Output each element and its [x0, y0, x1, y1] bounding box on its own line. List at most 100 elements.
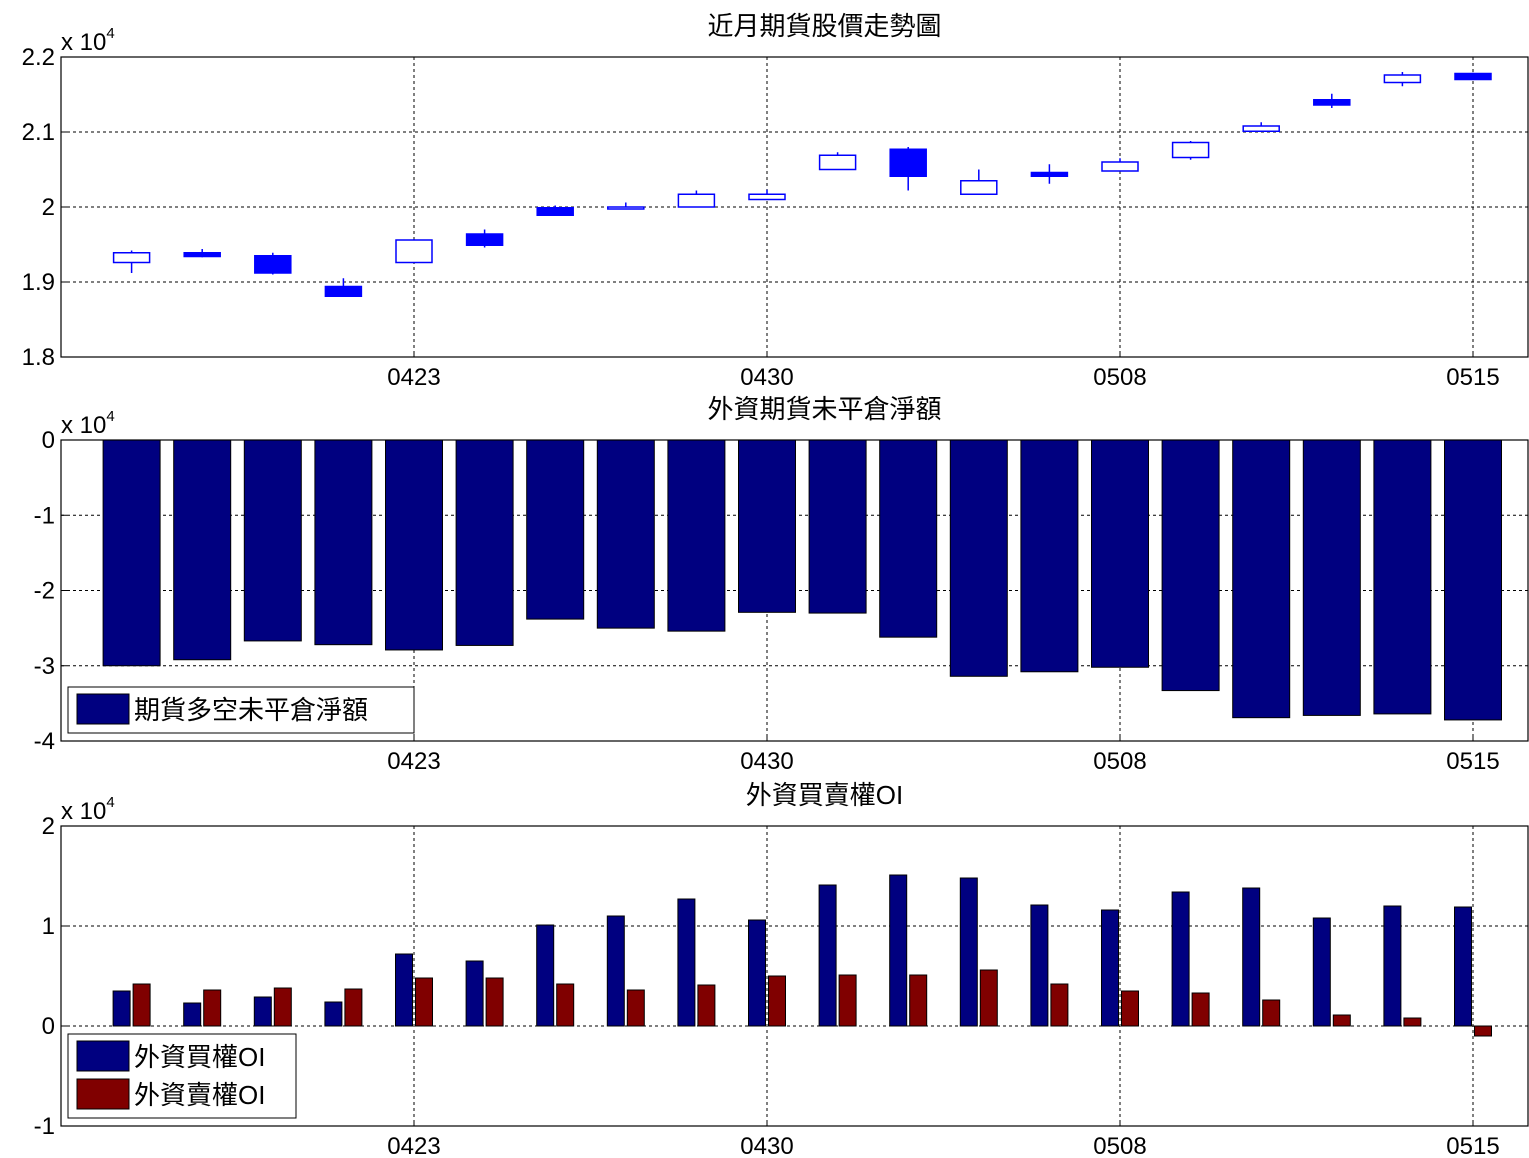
bar-1 — [596, 439, 655, 629]
bar-1 — [314, 439, 373, 646]
bar-1 — [748, 919, 766, 1027]
bar-2 — [485, 977, 504, 1027]
bar-1 — [1312, 917, 1331, 1027]
x-tick-label: 0423 — [387, 364, 440, 391]
legend: 外資買權OI 外資賣權OI — [67, 1033, 297, 1119]
legend-label: 外資買權OI — [134, 1042, 265, 1072]
x-tick-label: 0423 — [387, 748, 440, 775]
legend-swatch — [76, 1040, 130, 1072]
y-tick-label: -2 — [34, 578, 55, 605]
y-tick-label: 0 — [42, 427, 55, 454]
candle-body — [1030, 171, 1069, 177]
bar-1 — [395, 953, 413, 1027]
bar-2 — [556, 983, 575, 1027]
chart-title: 外資買賣權OI — [746, 780, 903, 810]
bar-2 — [1403, 1017, 1422, 1027]
bar-1 — [959, 877, 978, 1027]
bar-2 — [979, 969, 998, 1027]
candle-body — [395, 239, 433, 264]
bar-1 — [606, 915, 625, 1027]
legend-label: 期貨多空未平倉淨額 — [134, 695, 368, 725]
bar-1 — [112, 990, 131, 1027]
y-tick-label: 1 — [42, 913, 55, 940]
candle-body — [748, 193, 786, 201]
bar-1 — [465, 960, 484, 1027]
bar-1 — [173, 439, 232, 661]
bar-1 — [1171, 891, 1190, 1027]
candle-body — [183, 252, 221, 258]
bar-1 — [738, 439, 796, 613]
bar-1 — [889, 874, 908, 1027]
bar-1 — [1302, 439, 1361, 716]
exponent-power: 4 — [106, 408, 114, 425]
y-tick-label: 1.8 — [22, 344, 55, 371]
bar-1 — [1373, 439, 1432, 715]
candle-body — [112, 252, 151, 264]
bar-2 — [909, 974, 928, 1027]
candle-body — [889, 148, 927, 177]
chart-title: 外資期貨未平倉淨額 — [707, 394, 941, 424]
axes-border — [60, 825, 1529, 1127]
bar-1 — [818, 884, 837, 1027]
y-tick-label: -3 — [34, 653, 55, 680]
candle-body — [536, 207, 574, 216]
bar-1 — [1383, 905, 1402, 1027]
bar-2 — [697, 984, 716, 1027]
bar-1 — [949, 439, 1008, 677]
y-tick-label: 2 — [42, 813, 55, 840]
bar-2 — [1262, 999, 1281, 1027]
legend-swatch — [76, 693, 130, 725]
bar-2 — [132, 983, 151, 1027]
bar-1 — [183, 1002, 202, 1027]
bar-2 — [273, 987, 292, 1027]
data-marks — [112, 874, 1492, 1037]
chart-panel-2: 外資期貨未平倉淨額 x 104 -4 -3 -2 -1 0 0423 0430 0508 0515 期… — [34, 394, 1529, 775]
candle-body — [465, 233, 504, 246]
y-tick-label: 0 — [42, 1013, 55, 1040]
bar-1 — [1091, 439, 1149, 668]
bar-1 — [1020, 439, 1079, 673]
y-tick-label: 1.9 — [22, 269, 55, 296]
bar-2 — [415, 977, 433, 1027]
x-tick-label: 0515 — [1446, 364, 1499, 391]
bar-1 — [667, 439, 726, 632]
bar-2 — [1050, 983, 1069, 1027]
candle-body — [324, 285, 363, 297]
bar-1 — [324, 1001, 343, 1027]
bar-1 — [1444, 439, 1502, 721]
bar-1 — [243, 439, 302, 642]
plot-area — [61, 826, 1528, 1126]
x-tick-label: 0423 — [387, 1133, 440, 1158]
candle-body — [677, 193, 716, 208]
bar-2 — [1121, 990, 1139, 1027]
exponent-power: 4 — [106, 794, 114, 811]
exponent-label: x 104 — [61, 794, 115, 825]
candle-body — [1313, 99, 1351, 106]
x-tick-label: 0430 — [740, 364, 793, 391]
x-tick-label: 0508 — [1093, 748, 1146, 775]
bar-1 — [808, 439, 867, 614]
x-tick-label: 0515 — [1446, 748, 1499, 775]
y-tick-label: -4 — [34, 728, 55, 755]
bar-2 — [626, 989, 645, 1027]
data-marks — [102, 439, 1502, 721]
x-tick-label: 0430 — [740, 1133, 793, 1158]
exponent-base: x 10 — [61, 798, 106, 825]
y-tick-label: 2.1 — [22, 119, 55, 146]
candle-body — [1242, 125, 1280, 132]
bar-1 — [102, 439, 161, 667]
bar-1 — [1161, 439, 1220, 692]
bar-1 — [385, 439, 443, 651]
candle-body — [254, 255, 292, 274]
candle-body — [960, 180, 998, 195]
axes-border — [60, 56, 1529, 358]
candle-body — [818, 154, 857, 171]
bar-1 — [1454, 906, 1472, 1027]
bar-1 — [1242, 887, 1261, 1027]
bar-1 — [1232, 439, 1291, 719]
bar-2 — [344, 988, 363, 1027]
chart-title: 近月期貨股價走勢圖 — [707, 11, 941, 41]
bar-1 — [879, 439, 938, 638]
